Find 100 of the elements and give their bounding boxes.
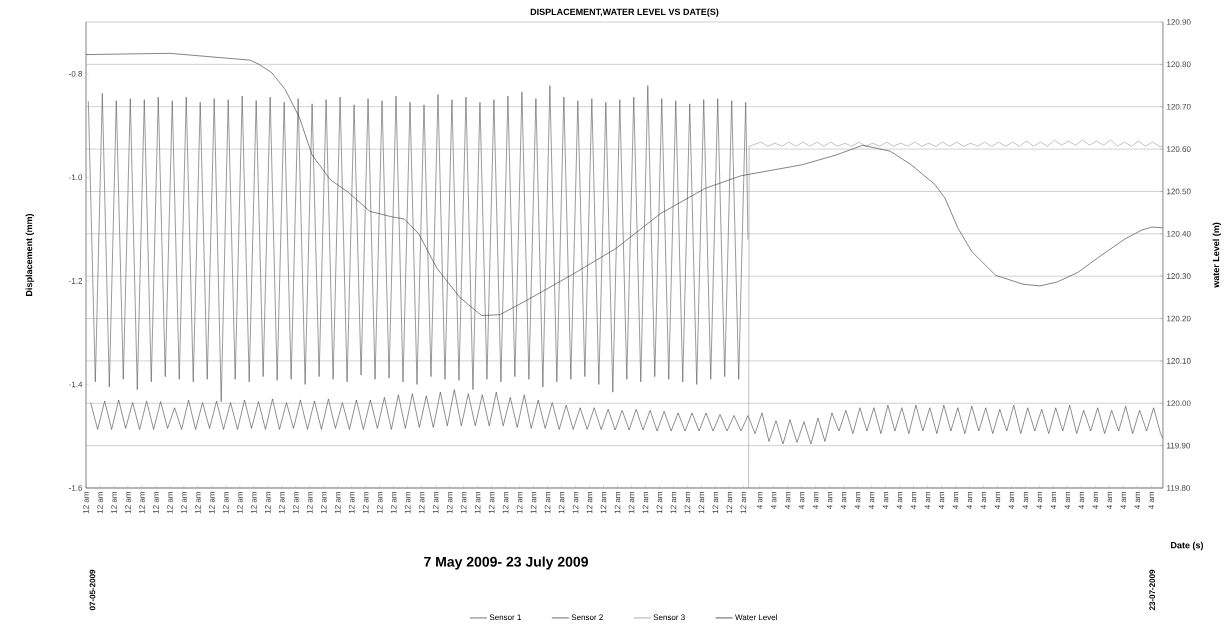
line-series [90, 389, 1164, 445]
y-tick-label: -1.4 [69, 381, 83, 388]
x-tick-label: 4 am [966, 492, 973, 510]
legend-label: Sensor 3 [653, 614, 685, 621]
x-tick-label: 12 am [530, 492, 537, 514]
y2-tick-label: 120.60 [1167, 146, 1191, 152]
x-tick-label: 12 am [474, 492, 481, 514]
x-tick-label: 4 am [952, 492, 959, 510]
x-tick-label: 4 am [1078, 492, 1085, 510]
x-tick-label: 12 am [670, 492, 677, 514]
x-tick-label: 4 am [784, 492, 791, 510]
x-tick-label: 4 am [1008, 492, 1015, 510]
x-tick-label: 4 am [910, 492, 917, 510]
x-tick-label: 12 am [502, 492, 509, 514]
x-tick-label: 4 am [1050, 492, 1057, 510]
x-tick-label: 12 am [656, 492, 663, 514]
x-tick-label: 12 am [306, 492, 313, 514]
y-tick-label: -1.6 [69, 485, 83, 491]
x-tick-label: 4 am [924, 492, 931, 510]
x-tick-label: 4 am [1092, 492, 1099, 510]
legend-label: Sensor 1 [489, 614, 521, 621]
x-tick-label: 12 am [265, 492, 271, 514]
x-tick-label: 12 am [432, 492, 439, 514]
x-tick-label: 12 am [237, 492, 243, 514]
x-tick-label: 4 am [994, 492, 1001, 510]
x-tick-label: 12 am [460, 492, 467, 514]
y2-tick-label: 119.90 [1167, 442, 1191, 449]
x-tick-label: 12 am [586, 492, 593, 514]
y2-tick-label: 120.00 [1167, 400, 1191, 407]
x-tick-label: 12 am [376, 492, 383, 514]
x-tick-label: 12 am [684, 492, 691, 514]
x-tick-label: 12 am [740, 492, 747, 514]
x-tick-label: 4 am [896, 492, 903, 510]
x-tick-label: 12 am [181, 492, 187, 514]
x-tick-label: 12 am [195, 492, 201, 514]
y2-axis-title: water Level (m) [1212, 222, 1221, 288]
y-tick-label: -0.8 [69, 70, 83, 77]
x-tick-label: 12 am [446, 492, 453, 514]
x-tick-label: 4 am [1036, 492, 1043, 510]
x-tick-label: 4 am [840, 492, 847, 510]
x-tick-label: 12 am [726, 492, 733, 514]
x-tick-label: 12 am [139, 492, 145, 514]
x-tick-label: 12 am [334, 492, 341, 514]
x-tick-label: 12 am [111, 492, 117, 514]
line-series [748, 139, 1164, 489]
x-tick-label: 12 am [628, 492, 635, 514]
text: 23-07-2009 [1149, 569, 1156, 611]
x-tick-label: 4 am [1120, 492, 1127, 510]
line-series [88, 85, 749, 402]
x-tick-label: 12 am [320, 492, 327, 514]
x-tick-label: 12 am [251, 492, 257, 514]
x-tick-label: 4 am [1064, 492, 1071, 510]
x-tick-label: 12 am [167, 492, 173, 514]
x-tick-label: 12 am [558, 492, 565, 514]
x-tick-label: 4 am [980, 492, 987, 510]
x-tick-label: 4 am [798, 492, 805, 510]
x-tick-label: 12 am [712, 492, 719, 514]
legend-label: Sensor 2 [571, 614, 603, 621]
x-tick-label: 4 am [826, 492, 833, 510]
x-tick-label: 12 am [153, 492, 159, 514]
legend-label: Water Level [735, 614, 777, 621]
x-tick-label: 4 am [770, 492, 777, 510]
x-tick-label: 12 am [125, 492, 131, 514]
x-tick-label: 12 am [278, 492, 285, 514]
x-tick-label: 4 am [756, 492, 763, 510]
y2-tick-label: 120.50 [1167, 188, 1191, 195]
y2-tick-label: 120.80 [1167, 61, 1191, 68]
y-tick-label: -1.2 [69, 278, 83, 284]
text: 07-05-2009 [89, 569, 96, 611]
line-series [85, 53, 1164, 316]
y2-tick-label: 120.40 [1167, 230, 1191, 237]
x-tick-label: 4 am [812, 492, 819, 510]
x-tick-label: 12 am [390, 492, 397, 514]
x-tick-label: 4 am [854, 492, 861, 510]
y-tick-label: -1.0 [69, 174, 83, 181]
x-tick-label: 4 am [1134, 492, 1141, 510]
x-tick-label: 12 am [418, 492, 425, 514]
x-tick-label: 12 am [698, 492, 705, 514]
x-tick-label: 12 am [404, 492, 411, 514]
y2-tick-label: 120.70 [1167, 103, 1191, 110]
text: 7 May 2009- 23 July 2009 [424, 556, 588, 570]
x-tick-label: 4 am [882, 492, 889, 510]
x-tick-label: 12 am [83, 492, 89, 514]
x-tick-label: 4 am [1022, 492, 1029, 510]
y2-tick-label: 120.90 [1167, 19, 1191, 25]
x-tick-label: 12 am [97, 492, 103, 514]
x-tick-label: 12 am [362, 492, 369, 514]
y2-tick-label: 119.80 [1167, 485, 1191, 491]
x-tick-label: 12 am [516, 492, 523, 514]
x-tick-label: 12 am [614, 492, 621, 514]
x-axis-title: Date (s) [1171, 541, 1204, 551]
chart-title: DISPLACEMENT,WATER LEVEL VS DATE(S) [530, 8, 719, 17]
y2-tick-label: 120.30 [1167, 273, 1191, 279]
x-tick-label: 4 am [868, 492, 875, 510]
x-tick-label: 12 am [642, 492, 649, 514]
x-tick-label: 4 am [938, 492, 945, 510]
x-tick-label: 4 am [1148, 492, 1155, 510]
x-tick-label: 12 am [223, 492, 229, 514]
x-tick-label: 12 am [572, 492, 579, 514]
x-tick-label: 12 am [348, 492, 355, 514]
